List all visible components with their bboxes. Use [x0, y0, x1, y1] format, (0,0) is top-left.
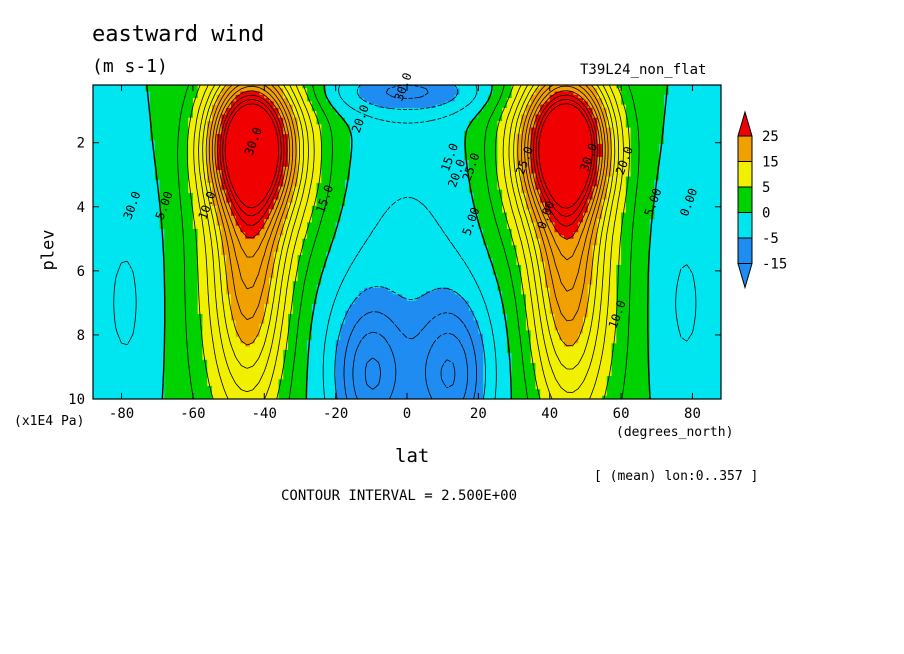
contour-line — [334, 85, 486, 399]
contour-line — [198, 85, 619, 393]
colorbar-segment — [737, 212, 753, 239]
contour-line — [193, 85, 624, 399]
contour-line — [211, 85, 606, 292]
y-tick-label: 8 — [77, 328, 85, 344]
contour-line — [364, 357, 456, 390]
x-tick-label: 20 — [470, 406, 487, 422]
y-axis: 2 4 6 8 10 — [68, 136, 721, 408]
chart-units: (m s-1) — [92, 56, 168, 77]
colorbar-label: 15 — [762, 155, 779, 171]
colorbar-segment — [737, 237, 753, 264]
contour-line — [343, 85, 477, 399]
y-tick-label: 2 — [77, 136, 85, 152]
contour-line — [222, 98, 596, 217]
x-tick-label: -80 — [109, 406, 134, 422]
mean-info: [ (mean) lon:0..357 ] — [594, 469, 759, 484]
y-tick-label: 6 — [77, 264, 85, 280]
x-tick-label: 0 — [403, 406, 411, 422]
colorbar-segment — [737, 161, 753, 188]
contour-line — [224, 103, 593, 209]
y-tick-label: 10 — [68, 392, 85, 408]
x-tick-label: 60 — [613, 406, 630, 422]
x-tick-label: 40 — [541, 406, 558, 422]
colorbar-label: 5 — [762, 180, 770, 196]
contour-lines — [113, 85, 697, 399]
x-axis: -80 -60 -40 -20 0 20 40 60 80 — [109, 85, 701, 422]
chart-title: eastward wind — [92, 22, 265, 47]
contour-line — [219, 94, 598, 227]
colorbar-segment — [737, 186, 753, 213]
contour-line — [113, 85, 697, 399]
contour-line — [208, 85, 609, 322]
colorbar: 25 15 5 0 -5 -15 — [737, 110, 787, 290]
run-name: T39L24_non_flat — [580, 62, 707, 78]
contour-interval: CONTOUR INTERVAL = 2.500E+00 — [281, 488, 518, 504]
colorbar-label: -5 — [762, 231, 779, 247]
contour-line — [205, 85, 612, 347]
x-tick-label: 80 — [684, 406, 701, 422]
colorbar-label: 0 — [762, 206, 770, 222]
colorbar-bottom-arrow — [737, 263, 753, 290]
x-tick-label: -20 — [323, 406, 348, 422]
filled-contours — [93, 85, 721, 399]
colorbar-segment — [737, 135, 753, 162]
x-axis-unit: (degrees_north) — [616, 425, 734, 440]
colorbar-label: 25 — [762, 129, 779, 145]
x-tick-label: -60 — [180, 406, 205, 422]
contour-line — [202, 85, 616, 370]
contour-line — [186, 85, 630, 399]
x-axis-label: lat — [395, 445, 430, 467]
colorbar-label: -15 — [762, 257, 787, 273]
y-axis-unit: (x1E4 Pa) — [14, 414, 85, 429]
contour-line — [214, 85, 603, 261]
contour-line — [352, 331, 469, 399]
x-tick-label: -40 — [252, 406, 277, 422]
y-tick-label: 4 — [77, 200, 85, 216]
colorbar-top-arrow — [737, 110, 753, 137]
contour-line — [217, 90, 601, 240]
contour-line — [177, 85, 640, 399]
contour-line — [146, 85, 669, 399]
